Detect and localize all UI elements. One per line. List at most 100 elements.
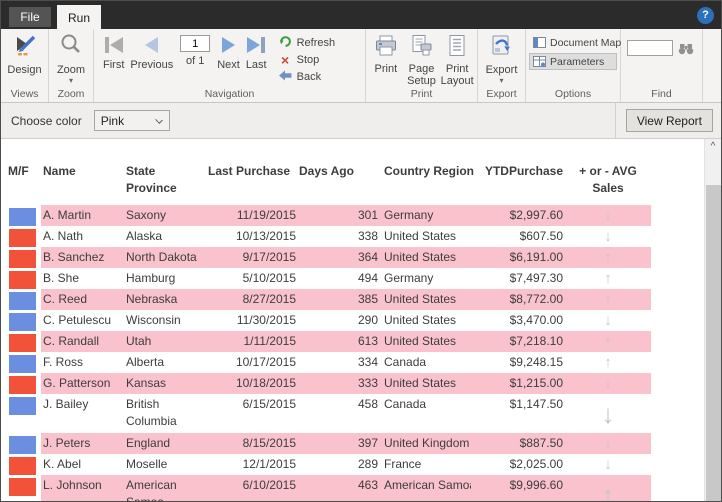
cell-country: United States [384, 313, 457, 327]
next-page-icon [222, 33, 235, 57]
ribbon-group-views: Design Views [1, 29, 49, 102]
cell-last-purchase: 6/15/2015 [242, 397, 296, 411]
cell-country: United States [380, 247, 471, 268]
next-page-button[interactable]: Next [217, 33, 240, 71]
zoom-button[interactable]: Zoom ▾ [49, 29, 93, 85]
print-button[interactable]: Print [368, 32, 404, 76]
cell-last-purchase: 12/1/2015 [242, 457, 296, 471]
ribbon: Design Views Zoom ▾ Zoom [1, 29, 721, 103]
document-map-button[interactable]: Document Map [529, 34, 621, 51]
cell-last-purchase: 5/10/2015 [242, 271, 296, 285]
scrollbar-thumb[interactable] [706, 185, 721, 501]
ribbon-group-export: Export ▾ Export [478, 29, 526, 102]
first-page-button[interactable]: First [103, 33, 124, 71]
gender-swatch [9, 478, 36, 496]
cell-trend: ↓ [604, 456, 612, 473]
first-page-icon [104, 33, 123, 57]
cell-ytd: $887.50 [471, 433, 565, 454]
stop-button[interactable]: × Stop [278, 51, 336, 68]
page-count-label: of 1 [186, 55, 205, 67]
back-button[interactable]: Back [278, 68, 336, 85]
table-row: B. She Hamburg 5/10/2015 494 Germany $7,… [3, 268, 651, 289]
cell-last-purchase: 10/13/2015 [235, 229, 296, 243]
cell-name: L. Johnson [41, 475, 124, 501]
export-button[interactable]: Export ▾ [478, 29, 525, 85]
zoom-dropdown-caret[interactable]: ▾ [68, 76, 73, 85]
cell-ytd: $9,248.15 [509, 355, 563, 369]
cell-trend: ↓ [565, 433, 651, 454]
cell-state: Kansas [124, 373, 199, 394]
cell-state: Wisconsin [126, 313, 181, 327]
page-number-input[interactable] [180, 35, 211, 52]
view-report-button[interactable]: View Report [625, 109, 713, 132]
cell-ytd: $607.50 [519, 229, 563, 243]
parameters-button[interactable]: Parameters [529, 53, 617, 70]
cell-state: British Columbia [126, 397, 177, 428]
report-viewport: M/F Name State Province Last Purchase Da… [1, 139, 721, 501]
cell-trend: ↓ [604, 228, 612, 245]
page-setup-button[interactable]: Page Setup [404, 32, 440, 87]
tab-run[interactable]: Run [57, 5, 101, 29]
print-layout-button[interactable]: Print Layout [439, 32, 475, 87]
cell-last-purchase: 8/15/2015 [199, 433, 298, 454]
cell-trend: ↑ [604, 270, 612, 287]
cell-ytd: $1,147.50 [509, 397, 563, 411]
cell-state: Saxony [124, 205, 199, 226]
design-button[interactable]: Design [1, 29, 48, 76]
find-input[interactable] [627, 40, 673, 56]
cell-state: Moselle [126, 457, 168, 471]
cell-ytd: $7,218.10 [471, 331, 565, 352]
cell-last-purchase: 6/10/2015 [199, 475, 298, 501]
group-label-print: Print [410, 88, 433, 100]
cell-country: American Samoa [380, 475, 476, 501]
refresh-button[interactable]: Refresh [278, 34, 335, 51]
gender-swatch [9, 355, 36, 373]
gender-swatch [9, 457, 36, 475]
ribbon-group-find: Find [621, 29, 703, 102]
cell-trend: ↓ [565, 205, 651, 226]
cell-ytd: $2,997.60 [471, 205, 565, 226]
color-select[interactable]: Pink [93, 110, 170, 131]
column-header-last-purchase: Last Purchase [208, 164, 291, 178]
cell-days-ago: 333 [298, 373, 380, 394]
cell-name: B. She [43, 271, 80, 285]
cell-last-purchase: 9/17/2015 [199, 247, 298, 268]
cell-name: C. Reed [41, 289, 124, 310]
cell-days-ago: 463 [298, 475, 380, 501]
cell-days-ago: 397 [298, 433, 380, 454]
cell-country: Canada [384, 355, 427, 369]
cell-last-purchase: 11/19/2015 [199, 205, 298, 226]
cell-state: Utah [124, 331, 199, 352]
column-header-state-province: State Province [126, 164, 177, 195]
group-label-views: Views [10, 88, 39, 100]
ribbon-group-zoom: Zoom ▾ Zoom [49, 29, 94, 102]
table-row: A. Martin Saxony 11/19/2015 301 Germany … [3, 205, 651, 226]
column-header-avg-sales: + or - AVG Sales [579, 164, 637, 195]
vertical-scrollbar[interactable]: ^ [704, 139, 721, 501]
cell-days-ago: 613 [298, 331, 380, 352]
table-row: G. Patterson Kansas 10/18/2015 333 Unite… [3, 373, 651, 394]
tab-file[interactable]: File [9, 7, 51, 27]
cell-name: F. Ross [43, 355, 84, 369]
gender-swatch [9, 397, 36, 415]
binoculars-icon[interactable] [678, 42, 694, 60]
cell-country: Canada [384, 397, 427, 411]
cell-trend: ↓ [604, 312, 612, 329]
gender-swatch [9, 376, 36, 394]
gender-swatch [9, 334, 36, 352]
cell-country: Germany [380, 205, 471, 226]
help-icon[interactable]: ? [697, 7, 714, 24]
cell-days-ago: 385 [298, 289, 380, 310]
ribbon-group-navigation: First Previous of 1 Next Last [94, 29, 366, 102]
last-page-button[interactable]: Last [246, 33, 267, 71]
previous-page-button[interactable]: Previous [130, 33, 173, 71]
color-select-value: Pink [100, 113, 125, 128]
cell-state: England [124, 433, 199, 454]
export-dropdown-caret[interactable]: ▾ [499, 76, 504, 85]
cell-country: United States [384, 229, 457, 243]
scroll-up-button[interactable]: ^ [710, 141, 716, 152]
report-table-header: M/F Name State Province Last Purchase Da… [3, 161, 651, 205]
table-row: L. Johnson American Samoa 6/10/2015 463 … [3, 475, 651, 501]
column-header-ytd-purchase: YTDPurchase [484, 164, 563, 178]
